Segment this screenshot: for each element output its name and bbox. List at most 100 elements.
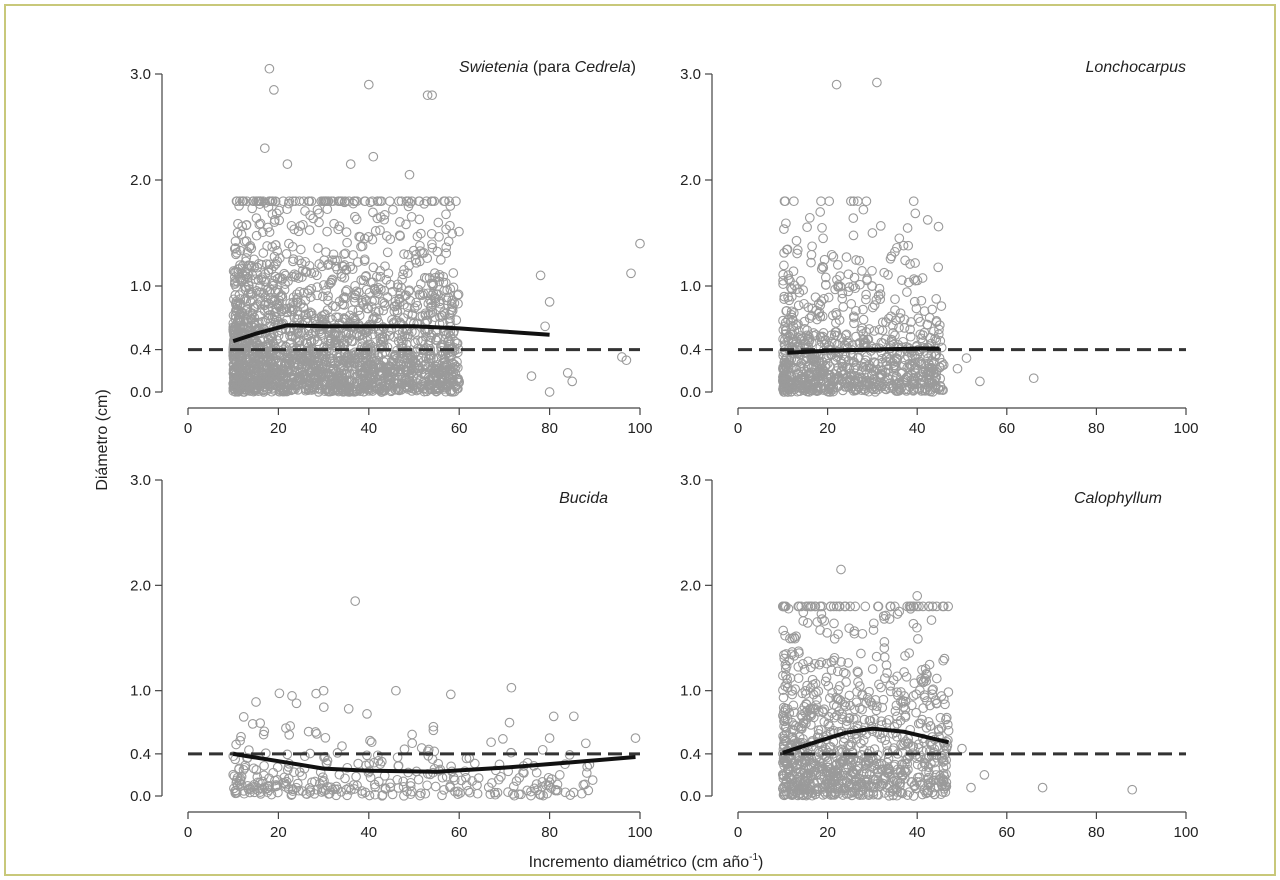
data-point bbox=[377, 790, 388, 800]
data-point bbox=[844, 713, 855, 723]
data-point bbox=[327, 385, 338, 395]
data-point bbox=[552, 779, 563, 790]
panel-title-part: Bucida bbox=[559, 490, 608, 507]
data-point bbox=[905, 331, 916, 342]
data-point bbox=[827, 687, 838, 698]
data-point bbox=[406, 365, 417, 375]
data-point bbox=[309, 355, 319, 366]
data-point bbox=[366, 737, 377, 748]
data-point bbox=[928, 684, 938, 695]
data-point bbox=[318, 346, 328, 357]
data-point bbox=[259, 143, 270, 154]
data-point bbox=[779, 712, 789, 723]
data-point bbox=[318, 685, 329, 696]
data-point bbox=[295, 373, 306, 384]
data-point bbox=[779, 786, 789, 797]
data-point bbox=[279, 772, 290, 783]
data-point bbox=[418, 288, 429, 299]
data-point bbox=[906, 777, 917, 788]
data-point bbox=[905, 324, 915, 335]
data-point bbox=[870, 379, 881, 390]
data-point bbox=[548, 711, 559, 722]
data-point bbox=[802, 222, 812, 233]
data-point bbox=[849, 628, 860, 639]
data-point bbox=[258, 196, 268, 207]
data-point bbox=[323, 291, 333, 301]
data-point bbox=[838, 302, 849, 312]
data-point bbox=[902, 738, 913, 749]
data-point bbox=[826, 768, 836, 779]
data-point bbox=[288, 292, 299, 303]
data-point bbox=[432, 246, 443, 257]
data-point bbox=[508, 781, 519, 792]
data-point bbox=[867, 265, 877, 276]
data-point bbox=[309, 267, 320, 278]
data-point bbox=[817, 368, 828, 379]
data-point bbox=[787, 378, 798, 388]
data-point bbox=[576, 788, 587, 799]
data-point bbox=[786, 306, 797, 317]
data-point bbox=[812, 361, 823, 372]
data-point bbox=[532, 785, 543, 796]
data-point bbox=[845, 770, 856, 781]
panel-title: Lonchocarpus bbox=[1085, 59, 1186, 76]
data-point bbox=[472, 788, 483, 799]
y-tick-label: 2.0 bbox=[130, 577, 151, 594]
data-point bbox=[432, 332, 443, 343]
data-point bbox=[310, 776, 320, 787]
data-point bbox=[544, 733, 555, 743]
data-point bbox=[881, 317, 891, 327]
data-point bbox=[325, 333, 336, 344]
data-point bbox=[304, 225, 315, 235]
data-point bbox=[265, 196, 276, 207]
data-point bbox=[356, 375, 366, 386]
data-point bbox=[377, 332, 388, 343]
data-point bbox=[504, 717, 515, 728]
data-point bbox=[871, 651, 882, 662]
data-point bbox=[400, 373, 411, 383]
data-point bbox=[269, 215, 280, 225]
data-point bbox=[321, 247, 331, 257]
data-point bbox=[885, 601, 896, 612]
data-point bbox=[902, 790, 913, 800]
data-point bbox=[812, 786, 823, 797]
x-axis-label: Incremento diamétrico (cm año-1) bbox=[529, 852, 764, 871]
data-point bbox=[342, 237, 352, 248]
data-point bbox=[229, 365, 240, 376]
data-point bbox=[450, 786, 460, 797]
data-point bbox=[329, 218, 339, 229]
data-point bbox=[391, 685, 401, 696]
data-point bbox=[425, 302, 436, 313]
data-point bbox=[309, 381, 320, 392]
data-point bbox=[342, 352, 353, 362]
data-point bbox=[891, 775, 902, 786]
data-point bbox=[316, 370, 326, 380]
data-point bbox=[860, 601, 871, 612]
x-tick-label: 60 bbox=[998, 824, 1015, 841]
x-axis-label-main: Incremento diamétrico (cm año bbox=[529, 854, 750, 871]
data-point bbox=[311, 729, 322, 739]
data-point bbox=[376, 196, 387, 207]
data-point bbox=[895, 380, 906, 390]
data-point bbox=[274, 205, 285, 216]
data-point bbox=[228, 769, 239, 780]
data-point bbox=[795, 373, 806, 384]
data-point bbox=[882, 746, 893, 756]
data-point bbox=[292, 778, 303, 789]
data-point bbox=[894, 781, 905, 792]
data-point bbox=[279, 268, 290, 279]
data-point bbox=[362, 709, 372, 719]
data-point bbox=[503, 787, 513, 797]
data-point bbox=[377, 342, 388, 352]
data-point bbox=[447, 228, 458, 239]
data-point bbox=[861, 294, 871, 305]
data-point bbox=[399, 265, 409, 275]
data-point bbox=[257, 227, 268, 238]
data-point bbox=[793, 661, 804, 672]
data-point bbox=[421, 353, 431, 364]
data-point bbox=[414, 214, 425, 225]
data-point bbox=[875, 221, 886, 231]
data-point bbox=[321, 285, 332, 296]
data-point bbox=[272, 775, 283, 785]
